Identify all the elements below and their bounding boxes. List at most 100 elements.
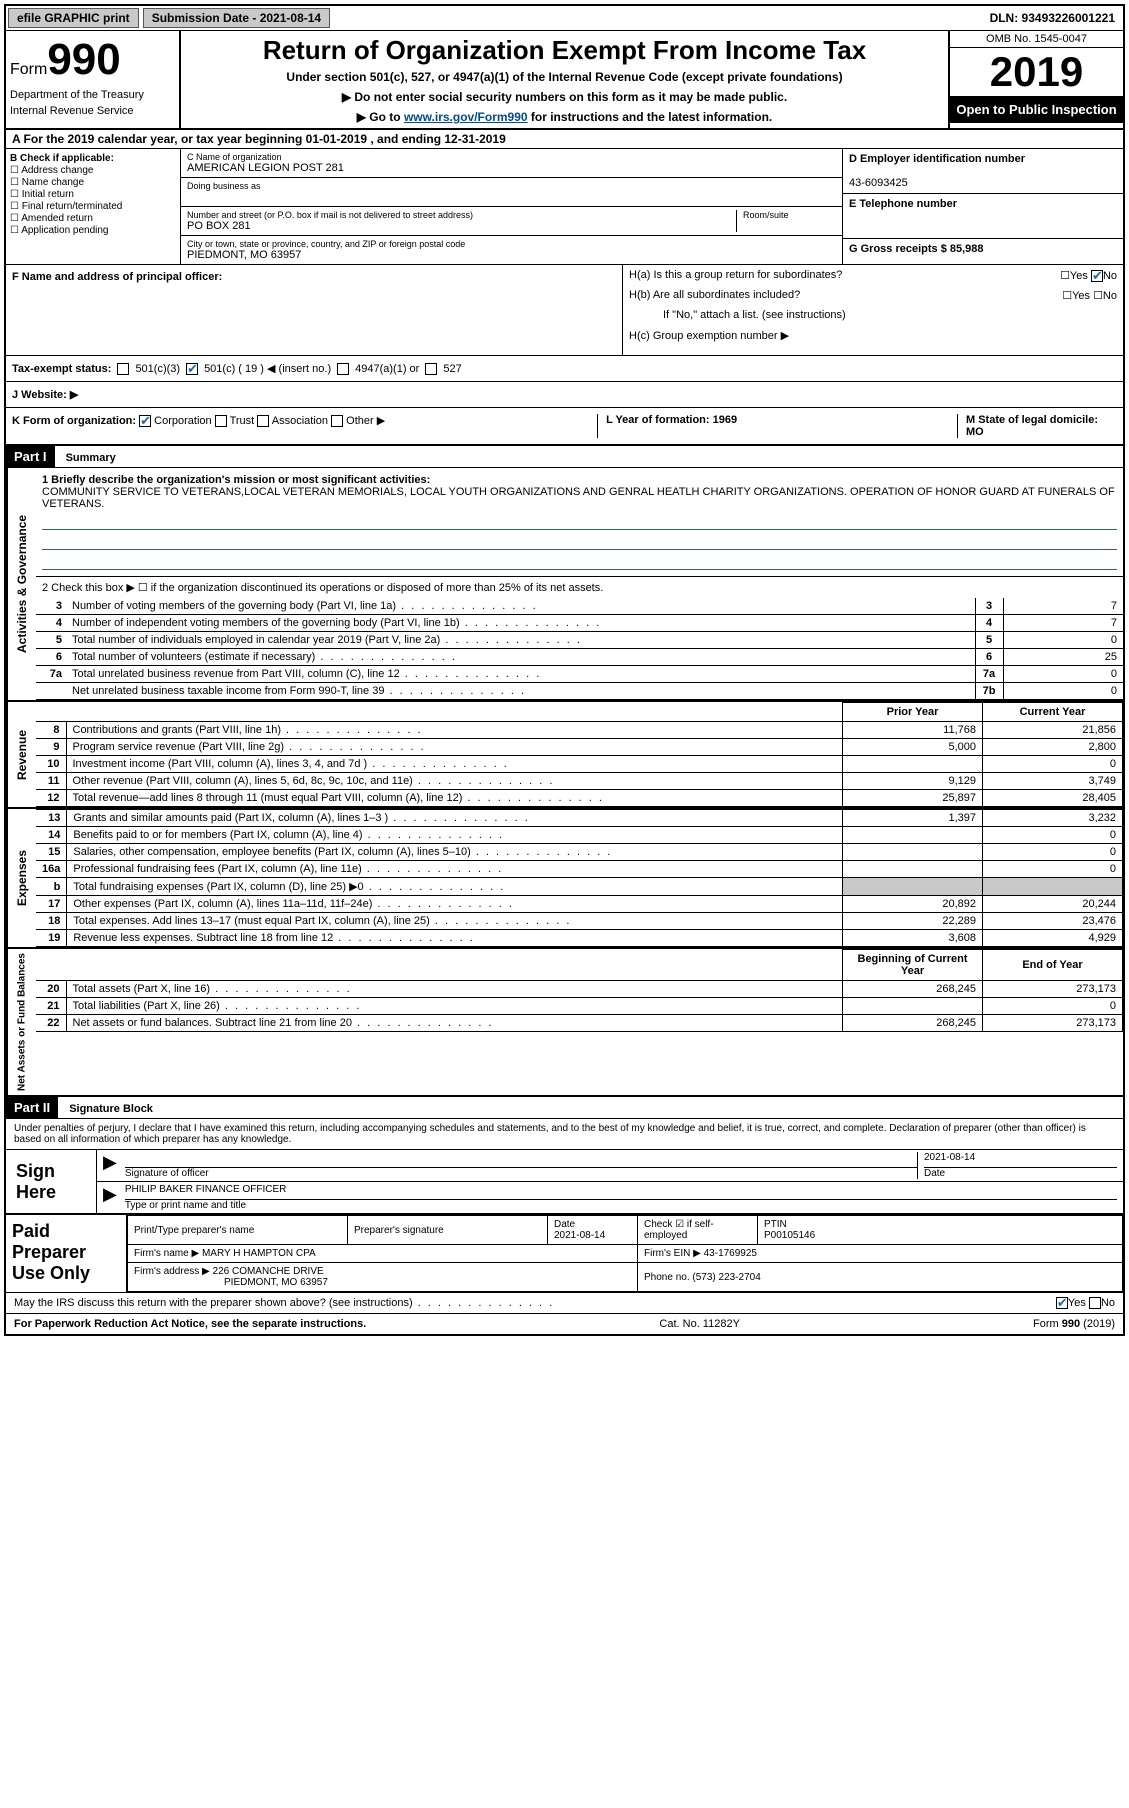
form-title: Return of Organization Exempt From Incom… xyxy=(189,35,940,66)
officer-name-line: ▶ PHILIP BAKER FINANCE OFFICER Type or p… xyxy=(97,1182,1123,1213)
addr-label: Number and street (or P.O. box if mail i… xyxy=(187,210,736,220)
part1-title: Summary xyxy=(58,452,116,464)
hb-yn[interactable]: ☐Yes ☐No xyxy=(1062,289,1117,302)
ptin-cell: PTINP00105146 xyxy=(758,1216,1123,1245)
chk-4947[interactable] xyxy=(337,363,349,375)
firm-name-cell: Firm's name ▶ MARY H HAMPTON CPA xyxy=(128,1245,638,1263)
m-text: M State of legal domicile: MO xyxy=(966,414,1098,438)
efile-print-button[interactable]: efile GRAPHIC print xyxy=(8,8,139,28)
ha: H(a) Is this a group return for subordin… xyxy=(623,265,1123,285)
revenue-section: Revenue Prior YearCurrent Year 8Contribu… xyxy=(6,700,1123,807)
dln: DLN: 93493226001221 xyxy=(982,9,1123,27)
chk-label: Initial return xyxy=(22,189,74,200)
prep-table: Print/Type preparer's name Preparer's si… xyxy=(127,1215,1123,1292)
tax-exempt-row: Tax-exempt status: 501(c)(3) 501(c) ( 19… xyxy=(6,355,1123,381)
part1-label: Part I xyxy=(6,446,55,467)
table-row: 14Benefits paid to or for members (Part … xyxy=(36,827,1123,844)
self-employed-cell[interactable]: Check ☑ if self-employed xyxy=(638,1216,758,1245)
vtab-ag: Activities & Governance xyxy=(6,468,36,700)
form-number: Form990 xyxy=(10,35,175,85)
chk-initial[interactable]: ☐ Initial return xyxy=(10,189,176,200)
lbl-assoc: Association xyxy=(272,415,328,427)
expenses-section: Expenses 13Grants and similar amounts pa… xyxy=(6,807,1123,947)
goto-post: for instructions and the latest informat… xyxy=(528,110,773,124)
sign-here-block: Sign Here ▶ Signature of officer 2021-08… xyxy=(6,1149,1123,1213)
irs: Internal Revenue Service xyxy=(10,105,175,117)
dba-cell: Doing business as xyxy=(181,178,842,207)
addr-cell: Number and street (or P.O. box if mail i… xyxy=(181,207,842,236)
gross-label: G Gross receipts $ 85,988 xyxy=(849,243,984,255)
chk-label: Name change xyxy=(22,177,84,188)
date-label: Date xyxy=(924,1168,945,1179)
ptin: P00105146 xyxy=(764,1230,815,1241)
lbl-501c: 501(c) ( 19 ) ◀ (insert no.) xyxy=(204,362,331,375)
info-grid: B Check if applicable: ☐ Address change … xyxy=(6,149,1123,264)
form990-link[interactable]: www.irs.gov/Form990 xyxy=(404,110,528,124)
firm-addr-cell: Firm's address ▶ 226 COMANCHE DRIVE PIED… xyxy=(128,1263,638,1292)
submission-date: Submission Date - 2021-08-14 xyxy=(143,8,330,28)
chk-corp[interactable] xyxy=(139,415,151,427)
chk-527[interactable] xyxy=(425,363,437,375)
chk-assoc[interactable] xyxy=(257,415,269,427)
rev-table: Prior YearCurrent Year 8Contributions an… xyxy=(36,702,1123,807)
phone-lbl: Phone no. xyxy=(644,1272,690,1283)
table-row: 13Grants and similar amounts paid (Part … xyxy=(36,810,1123,827)
chk-pending[interactable]: ☐ Application pending xyxy=(10,225,176,236)
section-k: K Form of organization: Corporation Trus… xyxy=(6,408,1123,446)
ha-yn[interactable]: ☐Yes No xyxy=(1060,269,1117,282)
omb: OMB No. 1545-0047 xyxy=(950,31,1123,48)
vtab-na: Net Assets or Fund Balances xyxy=(6,949,36,1095)
section-l: L Year of formation: 1969 xyxy=(597,414,745,438)
section-c: C Name of organization AMERICAN LEGION P… xyxy=(181,149,843,264)
header-left: Form990 Department of the Treasury Inter… xyxy=(6,31,181,128)
th-begin: Beginning of Current Year xyxy=(843,950,983,981)
chk-trust[interactable] xyxy=(215,415,227,427)
sign-right: ▶ Signature of officer 2021-08-14 Date ▶… xyxy=(96,1150,1123,1213)
table-row: 11Other revenue (Part VIII, column (A), … xyxy=(36,773,1123,790)
lbl-527: 527 xyxy=(443,363,461,375)
hb-text: H(b) Are all subordinates included? xyxy=(629,289,800,301)
chk-final[interactable]: ☐ Final return/terminated xyxy=(10,201,176,212)
addr: PO BOX 281 xyxy=(187,220,736,232)
mission-text: COMMUNITY SERVICE TO VETERANS,LOCAL VETE… xyxy=(42,486,1115,510)
lbl-other: Other ▶ xyxy=(346,415,385,427)
footer: For Paperwork Reduction Act Notice, see … xyxy=(6,1313,1123,1334)
gross-cell: G Gross receipts $ 85,988 xyxy=(843,239,1123,259)
lbl-corp: Corporation xyxy=(154,415,211,427)
org-name: AMERICAN LEGION POST 281 xyxy=(187,162,836,174)
chk-label: Final return/terminated xyxy=(22,201,123,212)
discuss-yn[interactable]: Yes No xyxy=(1056,1297,1115,1309)
table-row: 16aProfessional fundraising fees (Part I… xyxy=(36,861,1123,878)
part2-title: Signature Block xyxy=(61,1103,153,1115)
ssn-note: ▶ Do not enter social security numbers o… xyxy=(189,90,940,104)
lbl-trust: Trust xyxy=(230,415,255,427)
mission-line xyxy=(42,556,1117,570)
firm-addr2: PIEDMONT, MO 63957 xyxy=(134,1277,328,1288)
dba-label: Doing business as xyxy=(187,181,836,191)
section-m: M State of legal domicile: MO xyxy=(957,414,1117,438)
prep-right: Print/Type preparer's name Preparer's si… xyxy=(126,1215,1123,1292)
lbl-4947: 4947(a)(1) or xyxy=(355,363,419,375)
chk-label: Application pending xyxy=(21,225,108,236)
sig-officer-label: Signature of officer xyxy=(125,1168,209,1179)
phone-cell: E Telephone number xyxy=(843,194,1123,239)
prep-name-cell: Print/Type preparer's name xyxy=(128,1216,348,1245)
table-row: 17Other expenses (Part IX, column (A), l… xyxy=(36,896,1123,913)
firm-ein: 43-1769925 xyxy=(704,1248,757,1259)
section-f: F Name and address of principal officer: xyxy=(6,265,623,355)
discuss-text: May the IRS discuss this return with the… xyxy=(14,1297,554,1309)
paid-preparer-block: Paid Preparer Use Only Print/Type prepar… xyxy=(6,1213,1123,1292)
chk-address[interactable]: ☐ Address change xyxy=(10,165,176,176)
chk-501c[interactable] xyxy=(186,363,198,375)
phone: (573) 223-2704 xyxy=(692,1272,760,1283)
ag-table: 3Number of voting members of the governi… xyxy=(36,598,1123,700)
section-d: D Employer identification number 43-6093… xyxy=(843,149,1123,264)
ein-label: D Employer identification number xyxy=(849,153,1025,165)
firm-addr1: 226 COMANCHE DRIVE xyxy=(213,1266,324,1277)
chk-name[interactable]: ☐ Name change xyxy=(10,177,176,188)
table-row: 20Total assets (Part X, line 16)268,2452… xyxy=(36,981,1123,998)
line1-label: 1 Briefly describe the organization's mi… xyxy=(42,474,430,486)
chk-501c3[interactable] xyxy=(117,363,129,375)
chk-other[interactable] xyxy=(331,415,343,427)
chk-amended[interactable]: ☐ Amended return xyxy=(10,213,176,224)
